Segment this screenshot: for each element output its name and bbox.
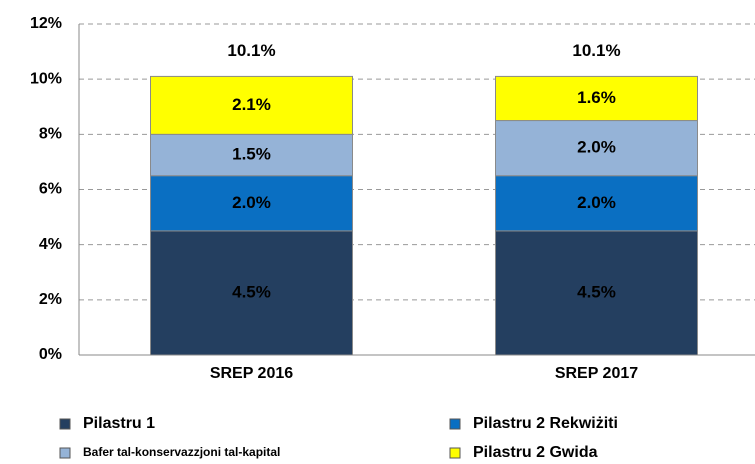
bar-segment [495, 175, 698, 232]
y-tick-label: 10% [30, 70, 62, 87]
y-tick-label: 0% [39, 346, 62, 363]
legend-swatch [449, 418, 461, 430]
y-tick-label: 4% [39, 236, 62, 253]
x-tick-label: SREP 2017 [555, 365, 638, 382]
data-label: 2.0% [577, 138, 616, 157]
legend-label: Pilastru 2 Gwida [473, 444, 598, 461]
legend-swatch [59, 418, 71, 430]
x-tick-label: SREP 2016 [210, 365, 293, 382]
y-tick-label: 8% [39, 126, 62, 143]
data-label: 4.5% [577, 282, 616, 301]
legend-label: Bafer tal-konservazzjoni tal-kapital [83, 445, 280, 459]
y-tick-label: 12% [30, 15, 62, 32]
bar-segment [495, 230, 698, 356]
total-label: 10.1% [572, 41, 620, 60]
data-label: 1.6% [577, 88, 616, 107]
bar-segment [495, 75, 698, 122]
total-label: 10.1% [227, 41, 275, 60]
data-label: 4.5% [232, 282, 271, 301]
legend-swatch [59, 447, 71, 459]
bar-segment [495, 120, 698, 177]
y-tick-label: 2% [39, 291, 62, 308]
bar-segment [150, 133, 353, 177]
data-label: 2.0% [232, 193, 271, 212]
legend-label: Pilastru 1 [83, 415, 155, 432]
data-label: 2.0% [577, 193, 616, 212]
data-label: 2.1% [232, 95, 271, 114]
y-tick-label: 6% [39, 181, 62, 198]
legend-label: Pilastru 2 Rekwiżiti [473, 415, 618, 432]
bar-segment [150, 230, 353, 356]
legend-swatch [449, 447, 461, 459]
bar-segment [150, 75, 353, 135]
bar-segment [150, 175, 353, 232]
data-label: 1.5% [232, 145, 271, 164]
